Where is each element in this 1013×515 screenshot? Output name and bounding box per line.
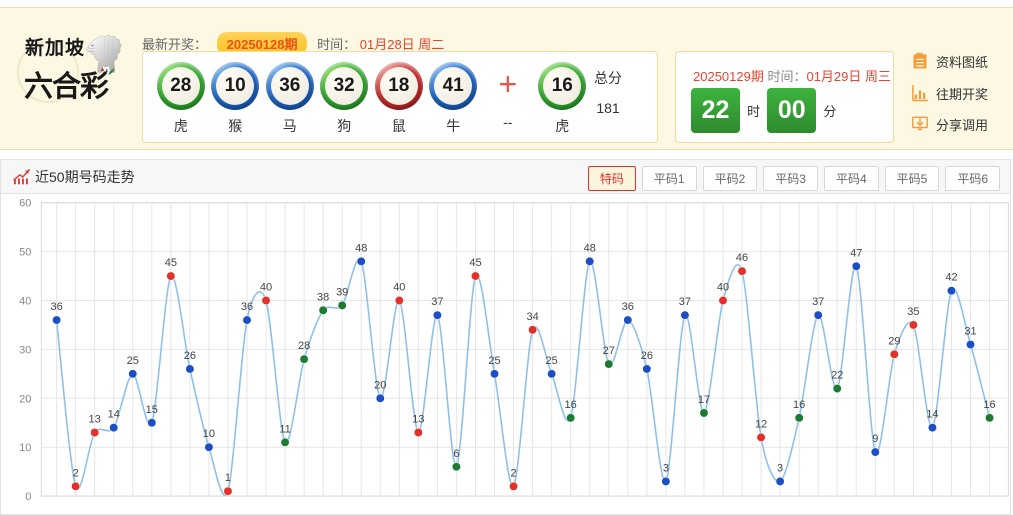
- svg-text:16: 16: [565, 399, 577, 411]
- svg-text:37: 37: [679, 296, 691, 308]
- svg-text:40: 40: [393, 282, 405, 294]
- svg-text:36: 36: [622, 301, 634, 313]
- svg-text:36: 36: [241, 301, 253, 313]
- svg-text:36: 36: [50, 301, 62, 313]
- svg-text:26: 26: [641, 350, 653, 362]
- svg-text:13: 13: [89, 414, 101, 426]
- svg-text:6: 6: [453, 448, 459, 460]
- svg-text:34: 34: [526, 311, 538, 323]
- svg-text:15: 15: [146, 404, 158, 416]
- svg-text:2: 2: [510, 467, 516, 479]
- svg-text:31: 31: [964, 326, 976, 338]
- svg-text:20: 20: [374, 379, 386, 391]
- svg-text:10: 10: [203, 428, 215, 440]
- svg-text:14: 14: [926, 409, 938, 421]
- svg-text:37: 37: [812, 296, 824, 308]
- svg-text:42: 42: [945, 272, 957, 284]
- svg-text:25: 25: [488, 355, 500, 367]
- svg-text:47: 47: [850, 247, 862, 259]
- svg-text:46: 46: [736, 252, 748, 264]
- svg-text:27: 27: [603, 345, 615, 357]
- svg-text:38: 38: [317, 291, 329, 303]
- svg-text:12: 12: [755, 418, 767, 430]
- svg-text:16: 16: [793, 399, 805, 411]
- svg-text:13: 13: [412, 414, 424, 426]
- svg-text:28: 28: [298, 340, 310, 352]
- svg-text:2: 2: [73, 467, 79, 479]
- svg-text:37: 37: [431, 296, 443, 308]
- svg-text:11: 11: [279, 423, 290, 435]
- svg-text:30: 30: [19, 344, 31, 356]
- svg-text:39: 39: [336, 286, 348, 298]
- svg-text:1: 1: [225, 472, 231, 484]
- svg-text:26: 26: [184, 350, 196, 362]
- svg-text:45: 45: [165, 257, 177, 269]
- svg-text:48: 48: [355, 242, 367, 254]
- svg-text:0: 0: [25, 491, 31, 503]
- svg-text:45: 45: [469, 257, 481, 269]
- svg-text:25: 25: [546, 355, 558, 367]
- svg-text:20: 20: [19, 393, 31, 405]
- svg-text:40: 40: [717, 282, 729, 294]
- svg-text:60: 60: [19, 198, 31, 210]
- svg-text:25: 25: [127, 355, 139, 367]
- svg-text:14: 14: [108, 409, 120, 421]
- svg-text:35: 35: [907, 306, 919, 318]
- svg-text:22: 22: [831, 370, 843, 382]
- svg-text:3: 3: [777, 462, 783, 474]
- svg-text:50: 50: [19, 247, 31, 259]
- svg-text:17: 17: [698, 394, 710, 406]
- svg-text:3: 3: [663, 462, 669, 474]
- svg-text:29: 29: [888, 335, 900, 347]
- svg-text:40: 40: [19, 296, 31, 308]
- svg-text:16: 16: [983, 399, 995, 411]
- svg-text:10: 10: [19, 442, 31, 454]
- svg-text:48: 48: [584, 242, 596, 254]
- svg-text:40: 40: [260, 282, 272, 294]
- svg-text:9: 9: [872, 433, 878, 445]
